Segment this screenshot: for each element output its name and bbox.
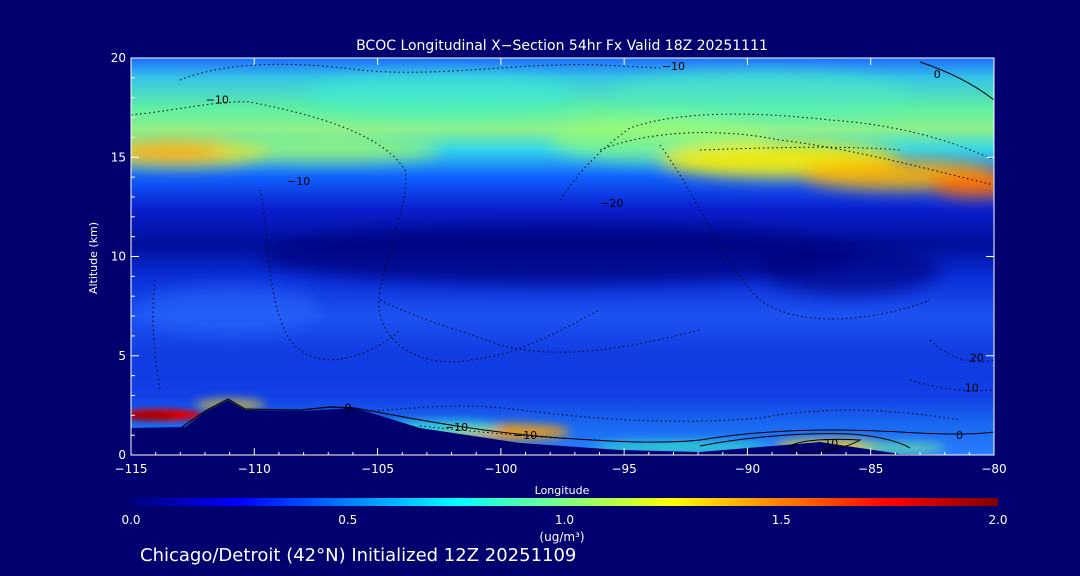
y-axis-ticks: 0 5 10 15 20: [111, 51, 994, 462]
x-tick-label: −90: [735, 462, 760, 476]
contour-label: −20: [600, 197, 623, 210]
y-tick-label: 15: [111, 150, 126, 164]
x-tick-label: −85: [858, 462, 883, 476]
contour-label: 10: [965, 382, 979, 395]
y-axis-label: Altitude (km): [87, 222, 100, 294]
terrain: [131, 400, 994, 455]
contour-label: −10: [287, 175, 310, 188]
contour-labels: −10 −10 0 −10 −20 0 −10 −10 10 0 10 20: [206, 60, 984, 450]
terrain-outline: [181, 398, 356, 428]
y-tick-label: 0: [118, 448, 126, 462]
contour-label: −10: [514, 429, 537, 442]
colorbar-ticks: 0.0 0.5 1.0 1.5 2.0: [121, 513, 1007, 527]
colorbar-tick-label: 1.0: [555, 513, 574, 527]
chart-title: BCOC Longitudinal X−Section 54hr Fx Vali…: [356, 38, 768, 54]
colorbar-units-label: (ug/m³): [539, 530, 584, 544]
x-tick-label: −95: [611, 462, 636, 476]
temperature-contours: [131, 61, 994, 454]
colorbar: 0.0 0.5 1.0 1.5 2.0 (ug/m³): [121, 498, 1008, 544]
x-axis-label: Longitude: [535, 484, 590, 497]
contour-label: 0: [956, 429, 963, 442]
x-tick-label: −105: [361, 462, 394, 476]
x-tick-label: −100: [484, 462, 517, 476]
x-tick-label: −110: [238, 462, 271, 476]
contour-label: 0: [344, 401, 351, 414]
colorbar-tick-label: 0.0: [121, 513, 140, 527]
concentration-field: −10 −10 0 −10 −20 0 −10 −10 10 0 10 20: [131, 58, 994, 455]
x-tick-label: −80: [981, 462, 1006, 476]
elevated-smoke-layer: [131, 409, 202, 421]
colorbar-tick-label: 1.5: [772, 513, 791, 527]
contour-label: −10: [206, 94, 229, 107]
colorbar-tick-label: 0.5: [338, 513, 357, 527]
footer-caption: Chicago/Detroit (42°N) Initialized 12Z 2…: [140, 545, 576, 566]
colorbar-tick-label: 2.0: [988, 513, 1007, 527]
mid-level-shading: [140, 225, 940, 335]
contour-label: −10: [662, 60, 685, 73]
x-axis-ticks: −115 −110 −105 −100 −95 −90 −85 −80: [115, 58, 1007, 476]
y-tick-label: 20: [111, 51, 126, 65]
y-tick-label: 5: [118, 349, 126, 363]
contour-label: −10: [445, 421, 468, 434]
contour-label: 20: [970, 352, 984, 365]
upper-band-shading: [131, 70, 994, 197]
contour-label: 10: [824, 437, 838, 450]
colorbar-gradient: [131, 498, 998, 506]
contour-label: 0: [934, 68, 941, 81]
y-tick-label: 10: [111, 250, 126, 264]
x-tick-label: −115: [115, 462, 148, 476]
